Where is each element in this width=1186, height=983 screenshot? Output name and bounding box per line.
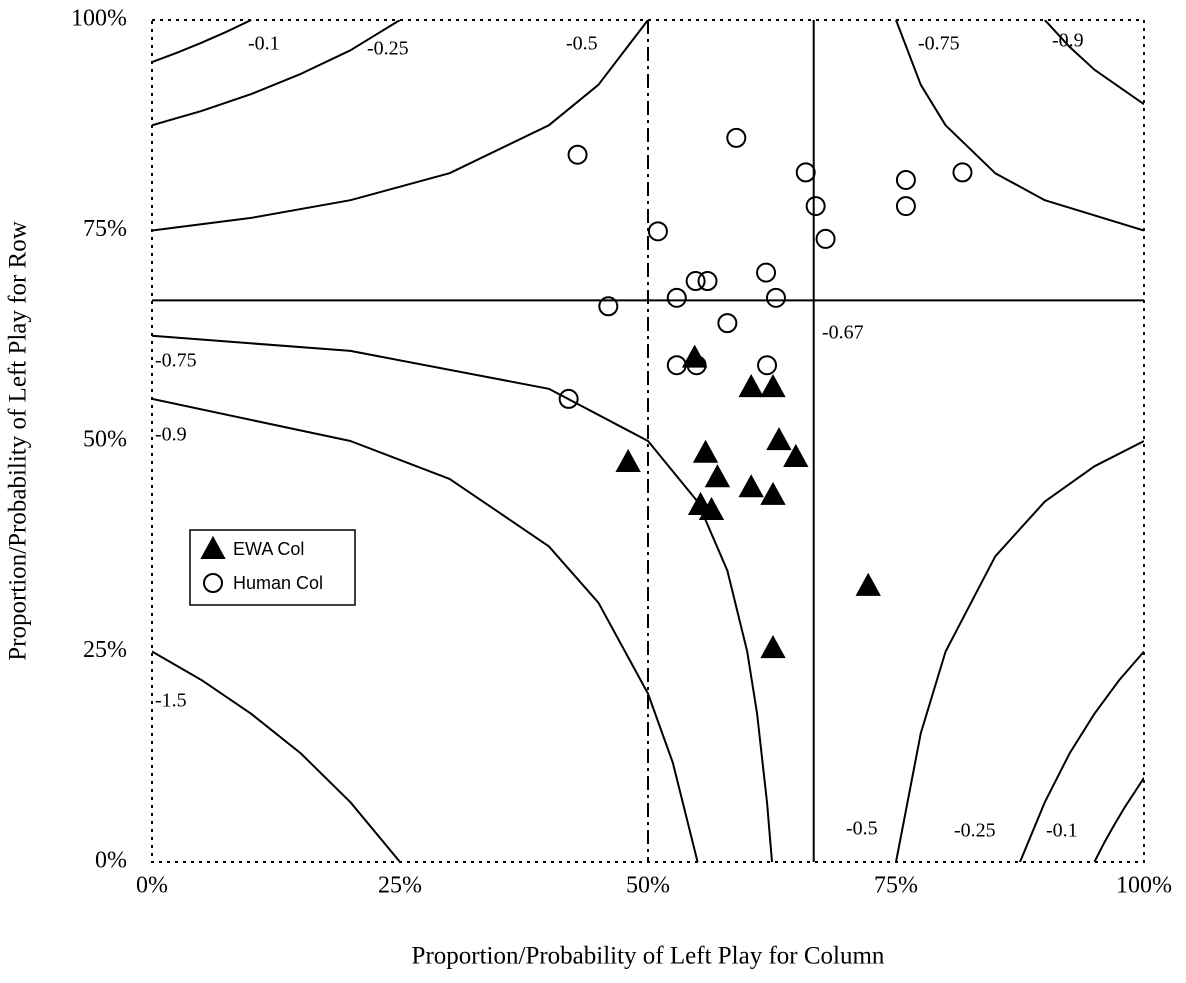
contour-label: -0.1 — [248, 33, 280, 55]
data-point — [895, 196, 916, 217]
data-point — [717, 313, 738, 334]
y-tick-label: 25% — [83, 637, 127, 663]
data-point — [738, 474, 764, 498]
contour-line — [152, 650, 401, 862]
y-tick-label: 75% — [83, 216, 127, 242]
legend-label: EWA Col — [233, 539, 304, 559]
data-point — [567, 144, 588, 165]
data-point — [760, 481, 786, 505]
contour-label: -0.9 — [155, 424, 187, 446]
contour-label: -0.75 — [918, 33, 960, 55]
legend-marker — [203, 573, 223, 593]
contour-line — [152, 20, 649, 232]
data-point — [738, 374, 764, 398]
data-point — [558, 388, 579, 409]
data-point — [647, 221, 668, 242]
contour-line — [1044, 20, 1144, 106]
y-axis-title: Proportion/Probability of Left Play for … — [5, 221, 32, 661]
data-point — [805, 196, 826, 217]
data-point — [666, 287, 687, 308]
data-point — [697, 271, 718, 292]
data-point — [666, 355, 687, 376]
data-point — [756, 262, 777, 283]
contour-label: -0.5 — [846, 818, 878, 840]
x-tick-label: 25% — [378, 873, 422, 899]
contour-layer — [152, 20, 1144, 862]
mark-layer — [558, 127, 973, 659]
data-point — [692, 439, 719, 463]
y-tick-label: 50% — [83, 427, 127, 453]
data-point — [855, 572, 881, 596]
contour-line — [152, 397, 699, 862]
data-point — [686, 355, 707, 376]
contour-label: -0.9 — [1052, 30, 1084, 52]
contour-line — [895, 20, 1144, 232]
contour-line — [895, 440, 1144, 862]
x-tick-label: 100% — [1116, 873, 1172, 899]
data-point — [815, 228, 836, 249]
contour-label: -1.5 — [155, 690, 187, 712]
data-point — [783, 443, 809, 467]
contour-label: -0.25 — [954, 820, 996, 842]
data-point — [766, 427, 792, 451]
data-point — [765, 287, 786, 308]
contour-line — [152, 334, 773, 862]
contour-label: -0.1 — [1046, 820, 1078, 842]
data-point — [698, 496, 725, 521]
data-point — [685, 271, 706, 292]
x-tick-label: 50% — [626, 873, 670, 899]
data-point — [760, 374, 786, 398]
contour-line — [152, 20, 401, 127]
data-point — [726, 127, 747, 148]
legend: EWA Col Human Col — [189, 529, 356, 606]
data-point — [757, 355, 778, 376]
y-tick-label: 100% — [71, 6, 127, 32]
contour-label: -0.75 — [155, 350, 197, 372]
legend-marker — [200, 535, 226, 559]
contour-line — [1093, 777, 1144, 862]
contour-label: -0.25 — [367, 38, 409, 60]
contour-line — [1019, 650, 1144, 862]
y-tick-label: 0% — [95, 848, 127, 874]
contour-label: -0.67 — [822, 322, 864, 344]
contour-label: -0.5 — [566, 33, 598, 55]
data-point — [895, 169, 916, 190]
data-point — [952, 162, 973, 183]
x-axis-title: Proportion/Probability of Left Play for … — [412, 943, 885, 970]
x-tick-label: 75% — [874, 873, 918, 899]
legend-label: Human Col — [233, 573, 323, 593]
legend-box — [189, 529, 356, 606]
data-point — [795, 162, 816, 183]
data-point — [598, 296, 619, 317]
x-tick-label: 0% — [136, 873, 168, 899]
contour-line — [152, 20, 1144, 862]
data-point — [760, 635, 786, 659]
data-point — [615, 448, 641, 473]
data-point — [704, 464, 731, 488]
contour-line — [152, 20, 252, 64]
